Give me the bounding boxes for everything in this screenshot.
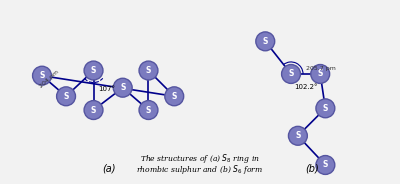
Text: S: S xyxy=(146,66,151,75)
Text: S: S xyxy=(323,104,328,113)
Circle shape xyxy=(139,61,158,80)
Text: 102.2°: 102.2° xyxy=(294,84,318,90)
Circle shape xyxy=(316,155,335,174)
Text: The structures of (a) $S_8$ ring in: The structures of (a) $S_8$ ring in xyxy=(140,153,260,165)
Text: S: S xyxy=(295,131,300,140)
Circle shape xyxy=(32,66,52,85)
Circle shape xyxy=(165,87,184,106)
Text: S: S xyxy=(91,66,96,75)
Text: S: S xyxy=(262,37,268,46)
Circle shape xyxy=(113,78,132,97)
Circle shape xyxy=(139,101,158,119)
Text: S: S xyxy=(323,160,328,169)
Circle shape xyxy=(256,32,275,51)
Circle shape xyxy=(84,61,103,80)
Text: (b): (b) xyxy=(305,163,318,174)
Circle shape xyxy=(311,65,330,83)
Circle shape xyxy=(84,101,103,119)
Circle shape xyxy=(316,99,335,118)
Text: S: S xyxy=(39,71,45,80)
Text: rhombic sulphur and (b) $S_6$ form: rhombic sulphur and (b) $S_6$ form xyxy=(136,163,264,176)
Text: 204 pm: 204 pm xyxy=(38,69,60,89)
Circle shape xyxy=(57,87,76,106)
Text: S: S xyxy=(146,106,151,114)
Text: 107°: 107° xyxy=(99,86,116,92)
Text: (a): (a) xyxy=(102,163,116,174)
Text: S: S xyxy=(91,106,96,114)
Text: S: S xyxy=(172,92,177,101)
Circle shape xyxy=(288,126,307,145)
Circle shape xyxy=(282,65,300,83)
Text: S: S xyxy=(63,92,69,101)
Text: S: S xyxy=(288,70,294,78)
Text: S: S xyxy=(318,70,323,78)
Text: S: S xyxy=(120,83,126,92)
Text: 205.7 pm: 205.7 pm xyxy=(306,66,336,71)
